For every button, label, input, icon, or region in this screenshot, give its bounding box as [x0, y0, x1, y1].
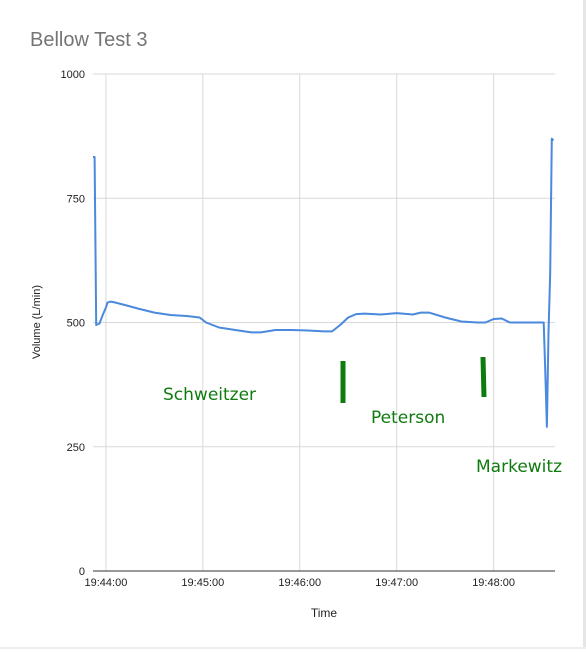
series-line	[93, 137, 555, 428]
gridlines	[93, 73, 555, 571]
x-tick-label: 19:47:00	[375, 577, 418, 589]
bottom-edge-shadow	[0, 647, 586, 649]
annotation-peterson: Peterson	[371, 408, 445, 428]
y-tick-label: 1000	[61, 69, 85, 81]
y-tick-label: 250	[67, 442, 85, 454]
annotation-schweitzer: Schweitzer	[163, 385, 256, 405]
x-tick-label: 19:46:00	[278, 577, 321, 589]
annotation-markewitz: Markewitz	[476, 457, 562, 477]
y-tick-label: 750	[67, 193, 85, 205]
y-tick-labels: 0 250 500 750 1000	[61, 69, 85, 578]
x-tick-label: 19:48:00	[472, 577, 515, 589]
annotation-markers	[340, 356, 487, 403]
marker-bar-2	[480, 356, 487, 398]
y-tick-label: 500	[67, 318, 85, 330]
x-axis-label: Time	[311, 606, 338, 620]
x-tick-labels: 19:44:00 19:45:00 19:46:00 19:47:00 19:48:00	[85, 577, 516, 589]
right-edge-shadow	[583, 0, 586, 649]
x-tick-label: 19:45:00	[181, 577, 224, 589]
chart-title: Bellow Test 3	[30, 29, 147, 51]
y-tick-label: 0	[79, 566, 85, 578]
y-axis-label: Volume (L/min)	[31, 285, 43, 359]
x-tick-label: 19:44:00	[85, 577, 128, 589]
